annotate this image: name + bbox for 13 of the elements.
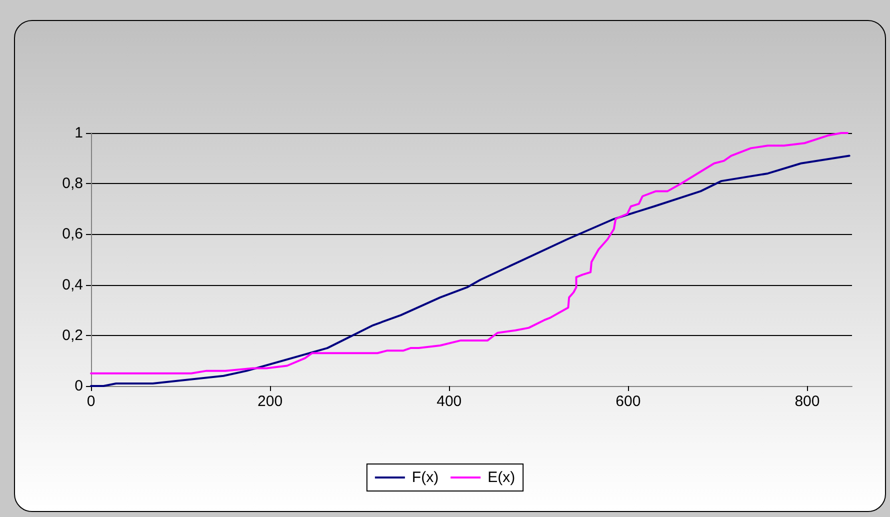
- x-tick-label: 0: [86, 393, 96, 410]
- legend-label: F(x): [412, 469, 439, 486]
- y-tick-label: 0,2: [62, 326, 83, 344]
- y-tick-label: 0,6: [62, 226, 83, 243]
- x-tick-label: 200: [258, 393, 283, 410]
- x-tick-label: 400: [436, 393, 462, 410]
- y-tick-label: 0,4: [62, 276, 83, 294]
- x-tick-label: 800: [794, 393, 820, 410]
- legend-label: E(x): [488, 469, 516, 486]
- y-tick-label: 0,8: [62, 175, 83, 192]
- y-tick-label: 1: [74, 124, 83, 142]
- y-tick-label: 0: [74, 378, 83, 394]
- x-tick-label: 600: [616, 393, 641, 410]
